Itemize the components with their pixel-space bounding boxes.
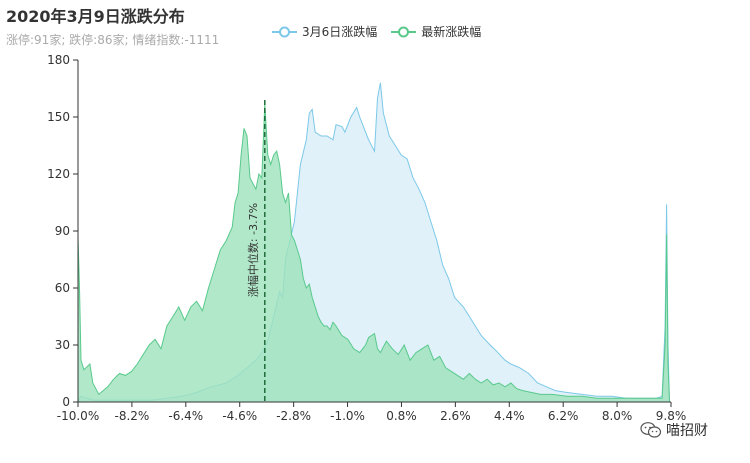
legend: 3月6日涨跌幅 最新涨跌幅 [272,23,481,40]
x-tick-label: -8.2% [114,409,149,423]
series-area-0 [78,82,670,403]
x-tick-label: -6.4% [168,409,203,423]
y-tick-label: 120 [47,167,70,181]
x-tick-label: 0.8% [386,409,417,423]
y-tick-label: 0 [62,395,70,409]
y-tick-label: 90 [55,224,70,238]
series-layer [77,82,670,403]
x-tick-label: 4.4% [494,409,525,423]
y-tick-label: 60 [55,281,70,295]
legend-item-series-1[interactable]: 最新涨跌幅 [391,23,481,40]
watermark-text: 喵招财 [666,423,708,439]
legend-swatch-series-0 [272,26,297,37]
axes-layer: 0 30 60 90 120 150 180 -10.0% -8.2% -6.4% -4.6% -2.… [47,53,686,423]
chart-subtitle: 涨停:91家; 跌停:86家; 情绪指数:-1111 [6,33,220,47]
x-tick-label: 6.2% [548,409,579,423]
wechat-icon [640,422,662,438]
x-tick-label: 8.0% [602,409,633,423]
series-area-1 [78,103,670,402]
median-label: 涨幅中位数: -3.7% [246,203,260,297]
legend-item-series-0[interactable]: 3月6日涨跌幅 [272,23,377,40]
watermark: 喵招财 [640,420,708,440]
x-tick-label: 9.8% [656,409,687,423]
x-tick-label: -4.6% [222,409,257,423]
x-tick-label: 2.6% [440,409,471,423]
x-tick-label: -10.0% [57,409,99,423]
legend-label-series-1: 最新涨跌幅 [421,25,482,39]
legend-swatch-series-1 [391,26,417,37]
y-tick-label: 30 [55,338,70,352]
x-tick-label: -1.0% [330,409,365,423]
median-layer: 涨幅中位数: -3.7% [246,100,266,402]
y-tick-label: 180 [47,53,70,67]
x-tick-label: -2.8% [276,409,311,423]
series-line-1 [77,103,670,403]
chart-title: 2020年3月9日涨跌分布 [6,7,185,26]
legend-label-series-0: 3月6日涨跌幅 [302,25,378,39]
y-tick-label: 150 [47,110,70,124]
